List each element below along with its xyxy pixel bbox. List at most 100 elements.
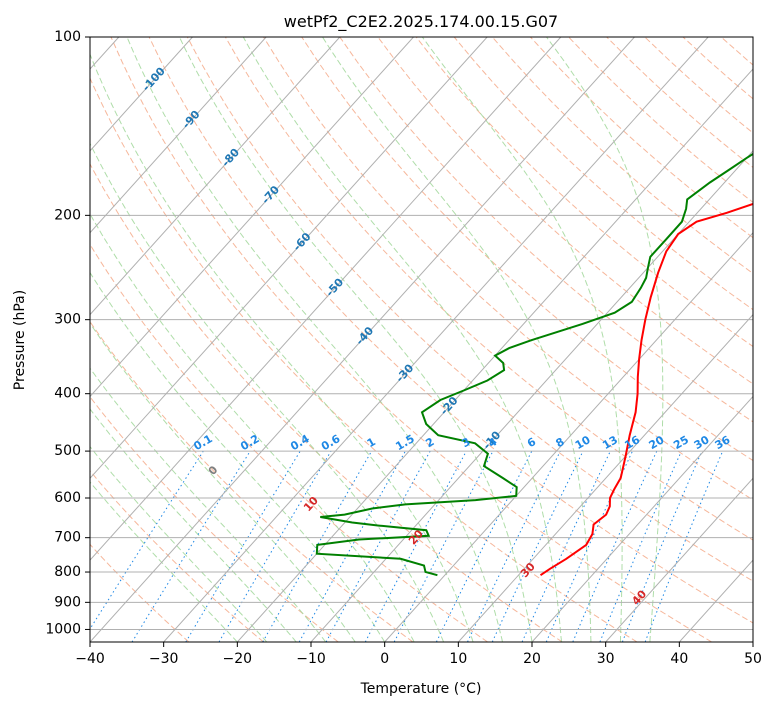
dry-adiabat (90, 396, 339, 642)
isotherm (90, 37, 341, 316)
y-tick-label: 1000 (45, 621, 81, 637)
mixing-ratio-line (131, 450, 251, 642)
isotherm (236, 68, 753, 642)
moist-adiabat (322, 37, 592, 642)
dry-adiabat (90, 543, 190, 642)
moist-adiabat (90, 367, 327, 642)
y-tick-label: 700 (54, 530, 81, 546)
x-tick-label: 20 (523, 651, 541, 667)
moist-adiabat (90, 142, 445, 642)
isotherm (90, 37, 414, 398)
y-tick-label: 300 (54, 312, 81, 328)
y-tick-label: 900 (54, 594, 81, 610)
y-axis-label: Pressure (hPa) (12, 290, 28, 390)
isotherm (752, 641, 753, 642)
isotherm (531, 395, 753, 642)
moist-adiabat (90, 408, 297, 642)
x-tick-label: 0 (380, 651, 389, 667)
mixing-ratio-line (218, 450, 332, 642)
mixing-ratio-label: 6 (525, 435, 538, 450)
isotherm (90, 37, 488, 480)
isotherm (678, 559, 753, 642)
moist-adiabat (421, 37, 623, 642)
moist-adiabat (90, 445, 268, 642)
moist-adiabat (242, 37, 562, 642)
x-tick-label: −30 (149, 651, 179, 667)
y-tick-label: 100 (54, 29, 81, 45)
mixing-ratio-line (364, 450, 467, 642)
moist-adiabat (90, 322, 356, 642)
x-axis-ticks: −40 −30 −20 −10 0 10 20 30 40 50 (75, 642, 762, 667)
x-tick-label: −10 (296, 651, 326, 667)
dry-adiabat (606, 37, 753, 169)
y-tick-label: 400 (54, 386, 81, 402)
isotherm-label: 10 (301, 494, 321, 514)
moist-adiabat (90, 52, 474, 642)
mixing-ratio-label: 0.4 (288, 432, 312, 453)
dry-adiabat (301, 37, 753, 462)
isotherm (310, 150, 753, 642)
mixing-ratio-line (325, 450, 431, 642)
moist-adiabat (178, 37, 533, 642)
gridlines (90, 37, 753, 642)
dry-adiabat (90, 243, 488, 642)
dry-adiabat (148, 37, 753, 624)
mixing-ratio-line (90, 450, 204, 630)
mixing-ratio-label: 20 (647, 433, 667, 452)
y-axis-ticks: 100 200 300 400 500 600 700 800 900 1000 (45, 29, 90, 637)
mixing-ratio-label: 30 (692, 433, 712, 452)
moist-adiabat (90, 271, 386, 642)
isotherm (90, 37, 193, 152)
x-tick-label: 10 (449, 651, 467, 667)
y-tick-label: 800 (54, 564, 81, 580)
mixing-ratio-line (621, 450, 703, 642)
mixing-ratio-line (467, 450, 561, 642)
profiles (315, 152, 753, 577)
isotherm (90, 37, 635, 642)
line-labels: -100-90-80-70-60-50-40-30-20-10010203040… (140, 64, 733, 607)
isotherm (163, 37, 709, 642)
dry-adiabat (568, 37, 753, 203)
x-tick-label: 30 (597, 651, 615, 667)
mixing-ratio-label: 1 (365, 435, 378, 450)
moist-adiabat (90, 481, 238, 642)
dry-adiabat (453, 37, 753, 311)
isotherm (90, 37, 562, 561)
moist-adiabat (546, 37, 664, 642)
mixing-ratio-label: 16 (622, 433, 642, 452)
x-tick-label: −20 (223, 651, 253, 667)
isotherm (384, 231, 753, 642)
mixing-ratio-label: 10 (573, 433, 593, 452)
dry-adiabat (90, 470, 264, 642)
x-tick-label: 50 (744, 651, 762, 667)
y-tick-label: 600 (54, 490, 81, 506)
moist-adiabat (126, 37, 503, 642)
mixing-ratio-label: 0.1 (191, 432, 214, 453)
mixing-ratio-label: 0.6 (319, 432, 343, 453)
dry-adiabat (263, 37, 753, 501)
dry-adiabat (644, 37, 753, 134)
mixing-ratio-label: 0.2 (238, 432, 261, 453)
background-lines (90, 37, 753, 642)
plot-frame (89, 36, 754, 643)
isotherm (457, 313, 753, 642)
y-tick-label: 200 (54, 207, 81, 223)
chart-title: wetPf2_C2E2.2025.174.00.15.G07 (284, 12, 558, 32)
dry-adiabat (224, 37, 753, 541)
isotherm-label: 30 (518, 560, 538, 580)
dry-adiabat (110, 37, 712, 642)
mixing-ratio-label: 25 (671, 433, 691, 452)
dry-adiabat (90, 320, 414, 642)
isotherm-label: 40 (629, 587, 649, 607)
dry-adiabat (90, 162, 563, 642)
mixing-ratio-label: 13 (600, 433, 620, 452)
mixing-ratio-line (599, 450, 682, 642)
isotherm (605, 477, 753, 642)
dry-adiabat (186, 37, 753, 582)
dry-adiabat (720, 37, 753, 66)
x-tick-label: 40 (670, 651, 688, 667)
x-tick-label: −40 (75, 651, 105, 667)
dry-adiabat (682, 37, 753, 100)
